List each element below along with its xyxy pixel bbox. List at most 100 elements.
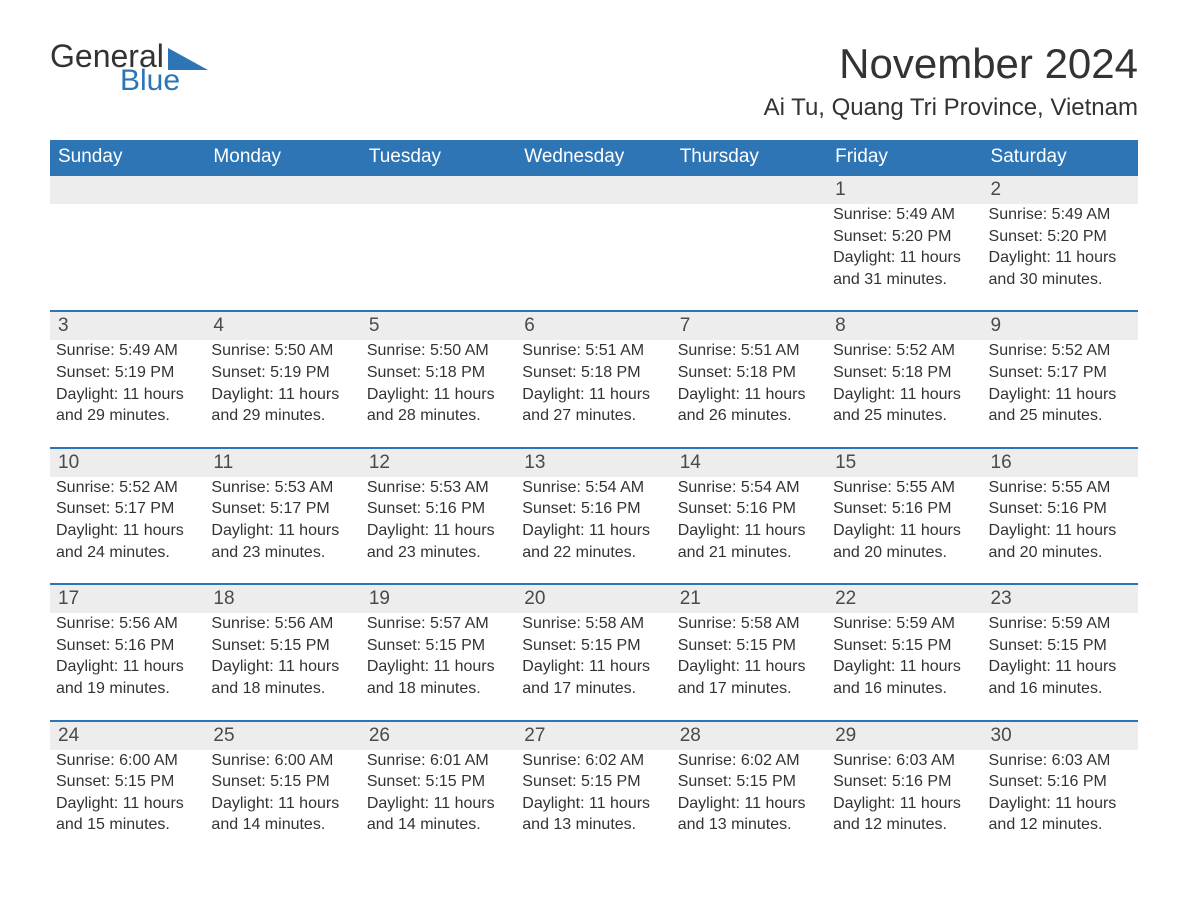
- empty-day-number: [516, 175, 671, 204]
- day-cell: Sunrise: 5:54 AMSunset: 5:16 PMDaylight:…: [516, 477, 671, 584]
- sunset-line: Sunset: 5:18 PM: [367, 362, 510, 384]
- day-number: 10: [50, 448, 205, 477]
- day-cell: Sunrise: 6:02 AMSunset: 5:15 PMDaylight:…: [516, 750, 671, 856]
- week-row: Sunrise: 6:00 AMSunset: 5:15 PMDaylight:…: [50, 750, 1138, 856]
- sunrise-line: Sunrise: 6:02 AM: [678, 750, 821, 772]
- sunrise-line: Sunrise: 5:52 AM: [833, 340, 976, 362]
- daylight-line: Daylight: 11 hours and 13 minutes.: [678, 793, 821, 836]
- sunrise-line: Sunrise: 5:51 AM: [522, 340, 665, 362]
- week-row: Sunrise: 5:56 AMSunset: 5:16 PMDaylight:…: [50, 613, 1138, 720]
- sunrise-line: Sunrise: 5:56 AM: [56, 613, 199, 635]
- day-header: Friday: [827, 140, 982, 175]
- sunset-line: Sunset: 5:15 PM: [989, 635, 1132, 657]
- day-number: 8: [827, 311, 982, 340]
- day-cell: Sunrise: 5:49 AMSunset: 5:19 PMDaylight:…: [50, 340, 205, 447]
- day-cell: Sunrise: 5:58 AMSunset: 5:15 PMDaylight:…: [516, 613, 671, 720]
- daylight-line: Daylight: 11 hours and 12 minutes.: [833, 793, 976, 836]
- day-header: Tuesday: [361, 140, 516, 175]
- day-number: 19: [361, 584, 516, 613]
- daylight-line: Daylight: 11 hours and 20 minutes.: [989, 520, 1132, 563]
- sunset-line: Sunset: 5:16 PM: [678, 498, 821, 520]
- day-number: 23: [983, 584, 1138, 613]
- week-row: Sunrise: 5:49 AMSunset: 5:19 PMDaylight:…: [50, 340, 1138, 447]
- day-cell: Sunrise: 5:52 AMSunset: 5:18 PMDaylight:…: [827, 340, 982, 447]
- empty-day-cell: [50, 204, 205, 311]
- day-number: 18: [205, 584, 360, 613]
- daylight-line: Daylight: 11 hours and 13 minutes.: [522, 793, 665, 836]
- logo-text-blue: Blue: [120, 66, 208, 96]
- day-cell: Sunrise: 6:02 AMSunset: 5:15 PMDaylight:…: [672, 750, 827, 856]
- daylight-line: Daylight: 11 hours and 15 minutes.: [56, 793, 199, 836]
- sunrise-line: Sunrise: 5:53 AM: [367, 477, 510, 499]
- daylight-line: Daylight: 11 hours and 25 minutes.: [989, 384, 1132, 427]
- week-row: Sunrise: 5:52 AM Sunset: 5:17 PM Daylight:…: [50, 477, 1138, 584]
- sunset-line: Sunset: 5:15 PM: [367, 635, 510, 657]
- day-number: 28: [672, 721, 827, 750]
- day-cell: Sunrise: 5:58 AMSunset: 5:15 PMDaylight:…: [672, 613, 827, 720]
- daynum-row: 10111213141516: [50, 448, 1138, 477]
- sunrise-line: Sunrise: 5:56 AM: [211, 613, 354, 635]
- sunrise-line: Sunrise: 5:52 AM: [56, 477, 199, 499]
- day-number: 26: [361, 721, 516, 750]
- empty-day-cell: [672, 204, 827, 311]
- flag-icon: [168, 48, 208, 70]
- day-number: 15: [827, 448, 982, 477]
- day-number: 17: [50, 584, 205, 613]
- sunset-line: Sunset: 5:16 PM: [833, 771, 976, 793]
- empty-day-cell: [361, 204, 516, 311]
- daynum-row: 17181920212223: [50, 584, 1138, 613]
- sunset-line: Sunset: 5:20 PM: [833, 226, 976, 248]
- sunrise-line: Sunrise: 6:03 AM: [989, 750, 1132, 772]
- day-number: 6: [516, 311, 671, 340]
- location-subtitle: Ai Tu, Quang Tri Province, Vietnam: [764, 94, 1138, 122]
- daylight-line: Daylight: 11 hours and 28 minutes.: [367, 384, 510, 427]
- daynum-row: 12: [50, 175, 1138, 204]
- sunset-line: Sunset: 5:15 PM: [522, 635, 665, 657]
- day-number: 9: [983, 311, 1138, 340]
- sunset-line: Sunset: 5:18 PM: [522, 362, 665, 384]
- sunrise-line: Sunrise: 5:55 AM: [989, 477, 1132, 499]
- sunset-line: Sunset: 5:15 PM: [833, 635, 976, 657]
- day-number: 21: [672, 584, 827, 613]
- day-number: 4: [205, 311, 360, 340]
- day-cell: Sunrise: 5:59 AMSunset: 5:15 PMDaylight:…: [827, 613, 982, 720]
- day-cell: Sunrise: 5:49 AMSunset: 5:20 PMDaylight:…: [827, 204, 982, 311]
- daylight-line: Daylight: 11 hours and 19 minutes.: [56, 656, 199, 699]
- day-cell: Sunrise: 5:52 AMSunset: 5:17 PMDaylight:…: [983, 340, 1138, 447]
- day-number: 25: [205, 721, 360, 750]
- day-number: 3: [50, 311, 205, 340]
- day-cell: Sunrise: 5:55 AMSunset: 5:16 PMDaylight:…: [983, 477, 1138, 584]
- daylight-line: Daylight: 11 hours and 26 minutes.: [678, 384, 821, 427]
- day-cell: Sunrise: 5:56 AMSunset: 5:16 PMDaylight:…: [50, 613, 205, 720]
- daylight-line: Daylight: 11 hours and 16 minutes.: [989, 656, 1132, 699]
- day-number: 11: [205, 448, 360, 477]
- daynum-row: 24252627282930: [50, 721, 1138, 750]
- day-number: 22: [827, 584, 982, 613]
- daylight-line: Daylight: 11 hours and 29 minutes.: [211, 384, 354, 427]
- day-number: 27: [516, 721, 671, 750]
- sunrise-line: Sunrise: 5:59 AM: [833, 613, 976, 635]
- day-number: 5: [361, 311, 516, 340]
- daylight-line: Daylight: 11 hours and 17 minutes.: [522, 656, 665, 699]
- daylight-line: Daylight: 11 hours and 14 minutes.: [211, 793, 354, 836]
- daylight-line: Daylight: 11 hours and 21 minutes.: [678, 520, 821, 563]
- day-number: 12: [361, 448, 516, 477]
- daylight-line: Daylight: 11 hours and 27 minutes.: [522, 384, 665, 427]
- sunset-line: Sunset: 5:15 PM: [367, 771, 510, 793]
- sunrise-line: Sunrise: 5:57 AM: [367, 613, 510, 635]
- daylight-line: Daylight: 11 hours and 22 minutes.: [522, 520, 665, 563]
- empty-day-cell: [516, 204, 671, 311]
- daylight-line: Daylight: 11 hours and 18 minutes.: [367, 656, 510, 699]
- page-header: General Blue November 2024 Ai Tu, Quang …: [50, 40, 1138, 122]
- sunset-line: Sunset: 5:17 PM: [211, 498, 354, 520]
- daylight-line: Daylight: 11 hours and 17 minutes.: [678, 656, 821, 699]
- sunrise-line: Sunrise: 5:55 AM: [833, 477, 976, 499]
- day-cell: Sunrise: 6:03 AMSunset: 5:16 PMDaylight:…: [983, 750, 1138, 856]
- day-cell: Sunrise: 5:50 AMSunset: 5:18 PMDaylight:…: [361, 340, 516, 447]
- sunrise-line: Sunrise: 5:50 AM: [211, 340, 354, 362]
- sunrise-line: Sunrise: 6:01 AM: [367, 750, 510, 772]
- day-cell: Sunrise: 5:51 AMSunset: 5:18 PMDaylight:…: [672, 340, 827, 447]
- sunset-line: Sunset: 5:16 PM: [989, 498, 1132, 520]
- empty-day-cell: [205, 204, 360, 311]
- logo: General Blue: [50, 40, 208, 96]
